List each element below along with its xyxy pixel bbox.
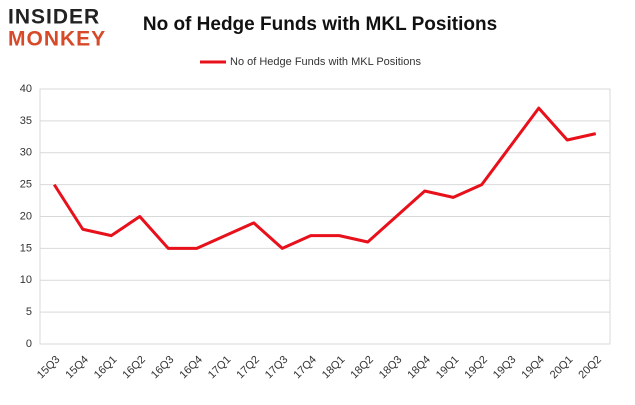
- y-tick-label: 35: [20, 115, 32, 127]
- y-tick-label: 25: [20, 179, 32, 191]
- data-line: [52, 106, 597, 250]
- chart-title: No of Hedge Funds with MKL Positions: [143, 14, 497, 35]
- y-tick-label: 20: [20, 210, 32, 222]
- logo-line1: INSIDER: [8, 6, 100, 29]
- legend-label: No of Hedge Funds with MKL Positions: [230, 56, 421, 68]
- logo-line2: MONKEY: [8, 28, 106, 51]
- y-tick-label: 0: [26, 338, 32, 350]
- y-tick-label: 10: [20, 274, 32, 286]
- y-tick-label: 5: [26, 306, 32, 318]
- y-tick-label: 15: [20, 242, 32, 254]
- y-tick-label: 40: [20, 83, 32, 95]
- y-tick-label: 30: [20, 147, 32, 159]
